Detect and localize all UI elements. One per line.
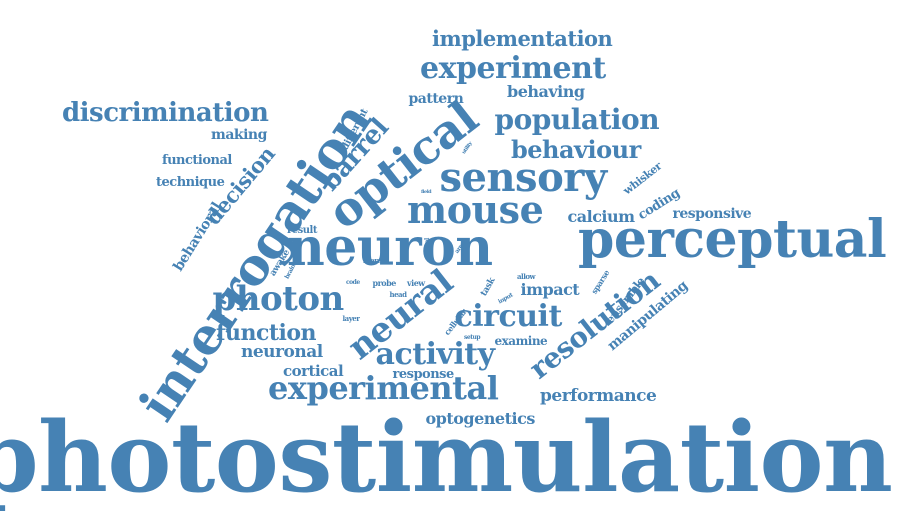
cloud-word: photon (212, 279, 345, 319)
cloud-word: perceptual (578, 209, 887, 270)
cloud-word: making (211, 127, 267, 143)
cloud-word: implementation (432, 25, 613, 51)
cloud-word: function (216, 320, 317, 346)
cloud-word: mouse (407, 187, 544, 232)
cloud-word: functional (162, 152, 232, 168)
cloud-word: photostimulation (0, 401, 893, 514)
cloud-word: neuron (287, 217, 493, 278)
cloud-word: optogenetics (425, 409, 536, 428)
cloud-word: behaviour (511, 135, 641, 164)
cloud-word: responsive (672, 206, 752, 222)
cloud-word: sensory (439, 154, 608, 201)
cloud-word: calcium (567, 207, 636, 226)
cloud-word: experiment (420, 51, 606, 86)
cloud-word: behaving (507, 82, 585, 101)
cloud-word: examine (494, 334, 548, 348)
cloud-word: activity (375, 337, 496, 372)
cloud-word: cortical (283, 361, 344, 380)
cloud-word: whisker (620, 159, 664, 197)
cloud-word: sparse (588, 268, 612, 296)
cloud-word: discrimination (62, 98, 269, 128)
cloud-word: performance (540, 385, 657, 406)
cloud-word: setup (464, 334, 481, 341)
cloud-word: local (423, 238, 431, 252)
cloud-word: head (389, 289, 407, 299)
cloud-word: view (407, 278, 425, 288)
cloud-word: layer (342, 313, 360, 323)
cloud-word: task (478, 275, 497, 298)
cloud-word: more (363, 255, 382, 265)
cloud-word: pattern (408, 91, 464, 107)
cloud-word: field (421, 188, 432, 195)
cloud-word: response (392, 366, 455, 382)
cloud-word: probe (372, 278, 397, 288)
cloud-word: experimental (268, 369, 499, 407)
cloud-word: result (287, 225, 317, 236)
cloud-word: technique (156, 174, 225, 190)
cloud-word: behavioral (170, 199, 226, 275)
cloud-word: impact (520, 280, 580, 299)
cloud-word: circuit (454, 299, 563, 334)
cloud-word: population (494, 103, 660, 136)
cloud-word: neuronal (241, 341, 323, 362)
cloud-word: allow (517, 271, 536, 281)
cloud-word: code (346, 279, 360, 286)
